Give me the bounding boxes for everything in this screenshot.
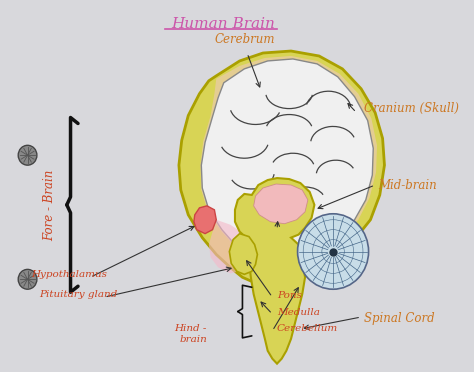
Text: Pituitary gland: Pituitary gland [39, 290, 117, 299]
Text: Fore - Brain: Fore - Brain [44, 169, 56, 241]
Polygon shape [179, 51, 384, 287]
Polygon shape [209, 220, 250, 273]
Polygon shape [201, 59, 373, 264]
Circle shape [18, 145, 37, 165]
Text: Hind -
brain: Hind - brain [174, 324, 207, 344]
Text: Cranium (Skull): Cranium (Skull) [364, 102, 459, 115]
Circle shape [18, 269, 37, 289]
Polygon shape [194, 206, 216, 234]
Text: Cerebrum: Cerebrum [214, 33, 274, 46]
Text: Human Brain: Human Brain [171, 17, 275, 31]
Polygon shape [201, 56, 377, 267]
Polygon shape [235, 178, 314, 364]
Text: Pons: Pons [277, 291, 302, 300]
Polygon shape [254, 184, 308, 224]
Text: Hypothalamus: Hypothalamus [31, 270, 107, 279]
Text: Mid-brain: Mid-brain [378, 179, 437, 192]
Polygon shape [229, 234, 257, 274]
Circle shape [298, 214, 369, 289]
Text: Medulla: Medulla [277, 308, 320, 317]
Text: Spinal Cord: Spinal Cord [364, 312, 435, 326]
Text: Cerebellum: Cerebellum [277, 324, 338, 333]
